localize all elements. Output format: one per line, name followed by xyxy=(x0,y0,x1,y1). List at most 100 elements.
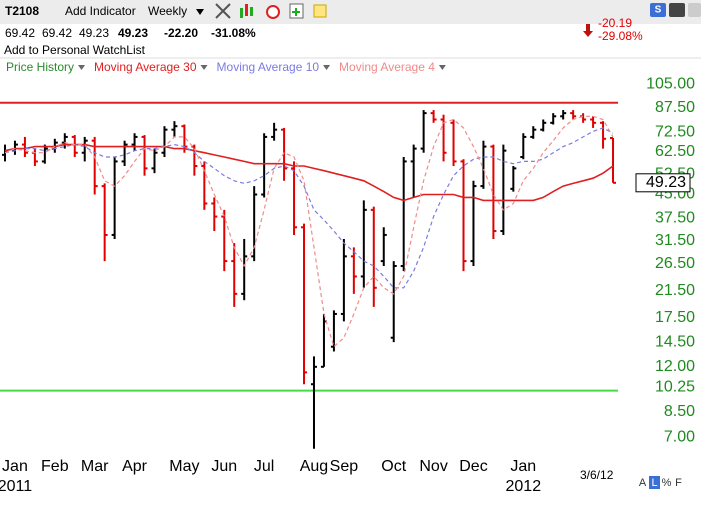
footer-button[interactable] xyxy=(673,476,684,489)
y-tick-label: 12.00 xyxy=(655,358,695,375)
y-tick-label: 21.50 xyxy=(655,282,695,299)
ohlc-bar xyxy=(271,122,278,141)
ohlc-bar xyxy=(201,161,208,210)
moving-average-line xyxy=(4,127,614,289)
ohlc-bar xyxy=(350,247,357,294)
x-tick-label: Jul xyxy=(254,458,274,475)
y-tick-label: 105.00 xyxy=(646,75,695,92)
x-year-label: 2011 xyxy=(0,478,32,495)
y-tick-label: 8.50 xyxy=(664,403,695,420)
y-tick-label: 7.00 xyxy=(664,428,695,445)
ohlc-bar xyxy=(400,157,407,272)
ohlc-bar xyxy=(410,144,417,198)
side-change-pct: -29.08% xyxy=(598,29,643,43)
ohlc-bar xyxy=(101,183,108,262)
legend-dropdown[interactable] xyxy=(200,65,208,70)
ohlc-bar xyxy=(600,121,607,149)
ohlc-bar xyxy=(540,119,547,132)
legend-dropdown[interactable] xyxy=(438,65,446,70)
ohlc-bar xyxy=(490,144,497,239)
x-tick-label: Jan xyxy=(2,458,28,475)
ohlc-bar xyxy=(470,180,477,267)
s-button-label: S xyxy=(655,5,662,16)
ohlc-bar xyxy=(111,157,118,239)
s-button[interactable] xyxy=(650,3,666,17)
x-tick-label: Jun xyxy=(211,458,237,475)
ohlc-bar xyxy=(241,238,248,301)
ohlc-bar xyxy=(500,144,507,235)
ohlc-bar xyxy=(370,206,377,307)
t-button[interactable] xyxy=(669,3,685,17)
ohlc-bar xyxy=(211,197,218,232)
add-indicator[interactable]: Add Indicator xyxy=(65,4,136,18)
ohlc-bar xyxy=(450,119,457,167)
moving-average-line xyxy=(4,115,614,348)
y-tick-label: 14.50 xyxy=(655,333,695,350)
ohlc-bar xyxy=(550,113,557,125)
period[interactable]: Weekly xyxy=(148,4,187,18)
footer-buttons: A L% F xyxy=(637,476,684,489)
ohlc-bar xyxy=(131,133,138,151)
ohlc-bar xyxy=(1,144,8,162)
ohlc-bar xyxy=(301,223,308,385)
menu-button[interactable] xyxy=(688,3,701,17)
ohlc-bar xyxy=(460,159,467,272)
y-tick-label: 72.50 xyxy=(655,124,695,141)
watchlist-link[interactable]: Add to Personal WatchList xyxy=(4,43,146,57)
ohlc-bar xyxy=(590,116,597,128)
ohlc-bar xyxy=(31,148,38,167)
x-tick-label: Dec xyxy=(459,458,487,475)
x-tick-label: Oct xyxy=(381,458,406,475)
x-tick-label: Jan xyxy=(510,458,536,475)
ohlc-bar xyxy=(261,133,268,198)
legend-entry[interactable]: Moving Average 4 xyxy=(339,60,435,74)
x-tick-label: Nov xyxy=(419,458,447,475)
y-tick-label: 62.50 xyxy=(655,143,695,160)
dropdown-arrow[interactable] xyxy=(196,9,204,15)
ohlc-bar xyxy=(430,110,437,123)
legend-dropdown[interactable] xyxy=(78,65,86,70)
ohlc-bar xyxy=(71,135,78,158)
legend-entry[interactable]: Moving Average 10 xyxy=(217,60,320,74)
y-tick-label: 26.50 xyxy=(655,255,695,272)
footer-button[interactable] xyxy=(649,476,660,489)
ohlc-bar xyxy=(151,148,158,174)
moving-average-line xyxy=(4,143,614,202)
tool-icons[interactable] xyxy=(215,3,327,19)
footer-button-label: % xyxy=(662,477,672,489)
ohlc-bar xyxy=(510,166,517,192)
ohlc-bar xyxy=(81,136,88,162)
y-tick-label: 87.50 xyxy=(655,99,695,116)
ohlc-bar xyxy=(251,186,258,262)
quote-low: 49.23 xyxy=(79,26,109,40)
ohlc-bar xyxy=(530,126,537,139)
x-year-label: 2012 xyxy=(506,478,542,495)
symbol[interactable]: T2108 xyxy=(5,4,39,18)
ohlc-bar xyxy=(41,144,48,164)
footer-button-label: A xyxy=(639,477,647,489)
legend-entry[interactable]: Price History xyxy=(6,60,74,74)
ohlc-bar xyxy=(61,133,68,149)
y-tick-label: 31.50 xyxy=(655,232,695,249)
footer-button-label: L xyxy=(651,477,657,489)
x-tick-label: Feb xyxy=(41,458,69,475)
x-tick-label: Sep xyxy=(330,458,359,475)
legend-dropdown[interactable] xyxy=(323,65,331,70)
footer-button[interactable] xyxy=(661,476,672,489)
quote-last: 49.23 xyxy=(118,26,148,40)
legend: Price History Moving Average 30 Moving Ave… xyxy=(6,60,446,74)
x-tick-label: May xyxy=(169,458,199,475)
quote-high: 69.42 xyxy=(42,26,72,40)
ohlc-bar xyxy=(380,227,387,267)
ohlc-bar xyxy=(310,356,317,449)
last-value-box xyxy=(635,173,691,193)
date-label: 3/6/12 xyxy=(580,468,614,482)
ohlc-bar xyxy=(340,238,347,322)
ohlc-bar xyxy=(330,310,337,352)
down-arrow-icon xyxy=(583,24,593,37)
legend-entry[interactable]: Moving Average 30 xyxy=(94,60,197,74)
ohlc-bar xyxy=(291,161,298,235)
x-tick-label: Mar xyxy=(81,458,109,475)
footer-button[interactable] xyxy=(637,476,648,489)
